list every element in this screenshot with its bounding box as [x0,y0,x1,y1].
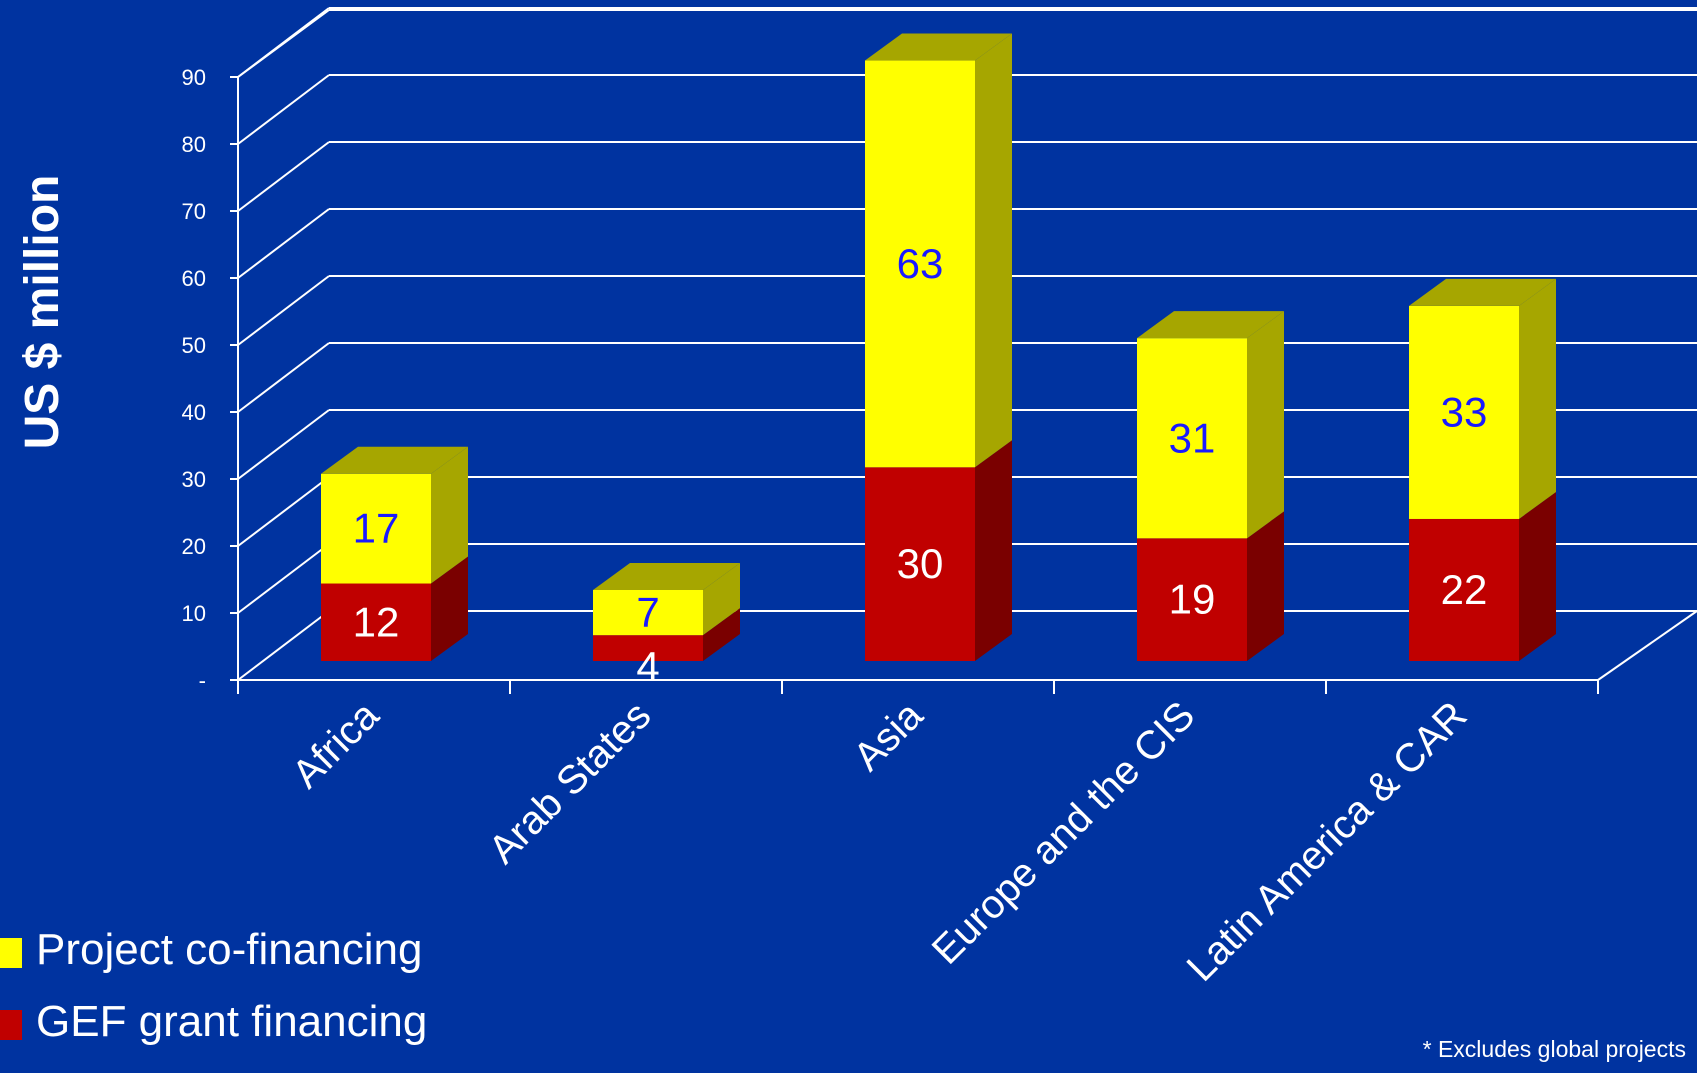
y-axis-label: US $ million [16,175,69,450]
bar-top [321,446,468,474]
y-tick-label: 20 [182,534,206,559]
gridline-diagonal [237,74,330,145]
y-tick-label: 90 [182,65,206,90]
y-tick-label: - [199,668,206,693]
bar-side [975,33,1012,468]
y-tick-label: 10 [182,601,206,626]
gridline-diagonal [237,342,330,413]
data-label: 12 [353,598,400,645]
bar-segment [1137,338,1247,539]
bar-side [1519,278,1556,519]
data-label: 4 [636,643,659,690]
bar-segment [593,635,703,661]
bar-segment [1409,518,1519,661]
data-label: 33 [1441,388,1488,435]
y-tick-label: 30 [182,467,206,492]
bar-segment [1137,538,1247,661]
bar-side [1247,311,1284,539]
labels-layer: - 10 20 30 40 50 60 70 80 90 12 17 Africa 4 7 Arab Stat… [182,65,1488,990]
floor-right-edge [1597,610,1697,681]
y-tick-label: 60 [182,266,206,291]
bar-side [1519,491,1556,661]
legend-swatch [0,1010,22,1040]
legend-label: Project co-financing [36,925,422,974]
data-label: 7 [636,589,659,636]
bar-top [1409,278,1556,306]
category-label: Arab States [480,693,659,872]
bar-segment [321,473,431,584]
y-tick-label: 50 [182,333,206,358]
bar-top [1137,311,1284,339]
gridline-diagonal [237,7,330,78]
y-tick-label: 40 [182,400,206,425]
bar-segment [865,467,975,661]
legend-label: GEF grant financing [36,997,427,1046]
bar-top [593,562,740,590]
category-label: Asia [845,693,932,780]
data-label: 31 [1169,414,1216,461]
data-label: 63 [897,240,944,287]
bar-side [431,556,468,661]
bar-side [431,446,468,584]
bar-side [1247,511,1284,661]
category-label: Africa [284,693,388,797]
y-tick-label: 80 [182,132,206,157]
category-label: Europe and the CIS [924,693,1204,973]
legend-swatch [0,938,22,968]
gridline-diagonal [237,476,330,547]
bars-layer [321,33,1556,661]
bar-segment [593,589,703,636]
data-label: 30 [897,540,944,587]
gridline-diagonal [237,610,330,681]
bar-segment [865,60,975,468]
bar-segment [321,583,431,661]
category-label: Latin America & CAR [1179,693,1476,990]
bar-side [703,562,740,636]
footnote: * Excludes global projects [1423,1036,1686,1062]
y-tick-label: 70 [182,199,206,224]
bar-top [865,33,1012,61]
gridline-diagonal [237,409,330,480]
gridline-diagonal [237,543,330,614]
legend: Project co-financing GEF grant financing [0,925,427,1046]
data-label: 17 [353,505,400,552]
bar-side [975,440,1012,661]
gridline-diagonal [237,141,330,212]
gridline-diagonal [237,208,330,279]
bar-side [703,608,740,661]
data-label: 19 [1169,576,1216,623]
data-label: 22 [1441,566,1488,613]
bar-segment [1409,305,1519,519]
gridline-diagonal [237,275,330,346]
